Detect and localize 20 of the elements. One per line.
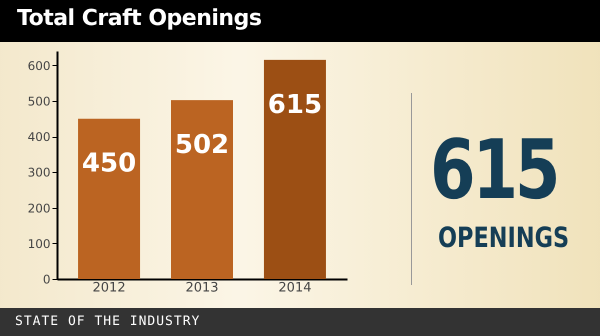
y-tick-label: 400 bbox=[28, 130, 50, 144]
y-tick-label: 300 bbox=[28, 166, 50, 180]
data-label: 502 bbox=[174, 130, 230, 160]
data-label: 450 bbox=[82, 148, 136, 179]
chart-title: Total Craft Openings bbox=[17, 6, 262, 31]
y-tick-label: 600 bbox=[28, 58, 50, 73]
text: 615 bbox=[430, 123, 558, 218]
text: STATE OF THE INDUSTRY bbox=[15, 314, 200, 329]
bar bbox=[264, 60, 326, 279]
bar bbox=[78, 118, 140, 279]
y-tick-label: 0 bbox=[42, 272, 50, 286]
bar bbox=[171, 100, 233, 279]
x-tick-label: 2014 bbox=[278, 280, 312, 296]
text: OPENINGS bbox=[438, 221, 570, 254]
y-tick-label: 100 bbox=[28, 236, 50, 251]
x-tick-label: 2013 bbox=[185, 280, 219, 296]
y-tick-label: 500 bbox=[28, 94, 50, 108]
data-label: 615 bbox=[268, 90, 322, 120]
x-tick-label: 2012 bbox=[92, 280, 126, 296]
y-tick-label: 200 bbox=[28, 201, 50, 216]
